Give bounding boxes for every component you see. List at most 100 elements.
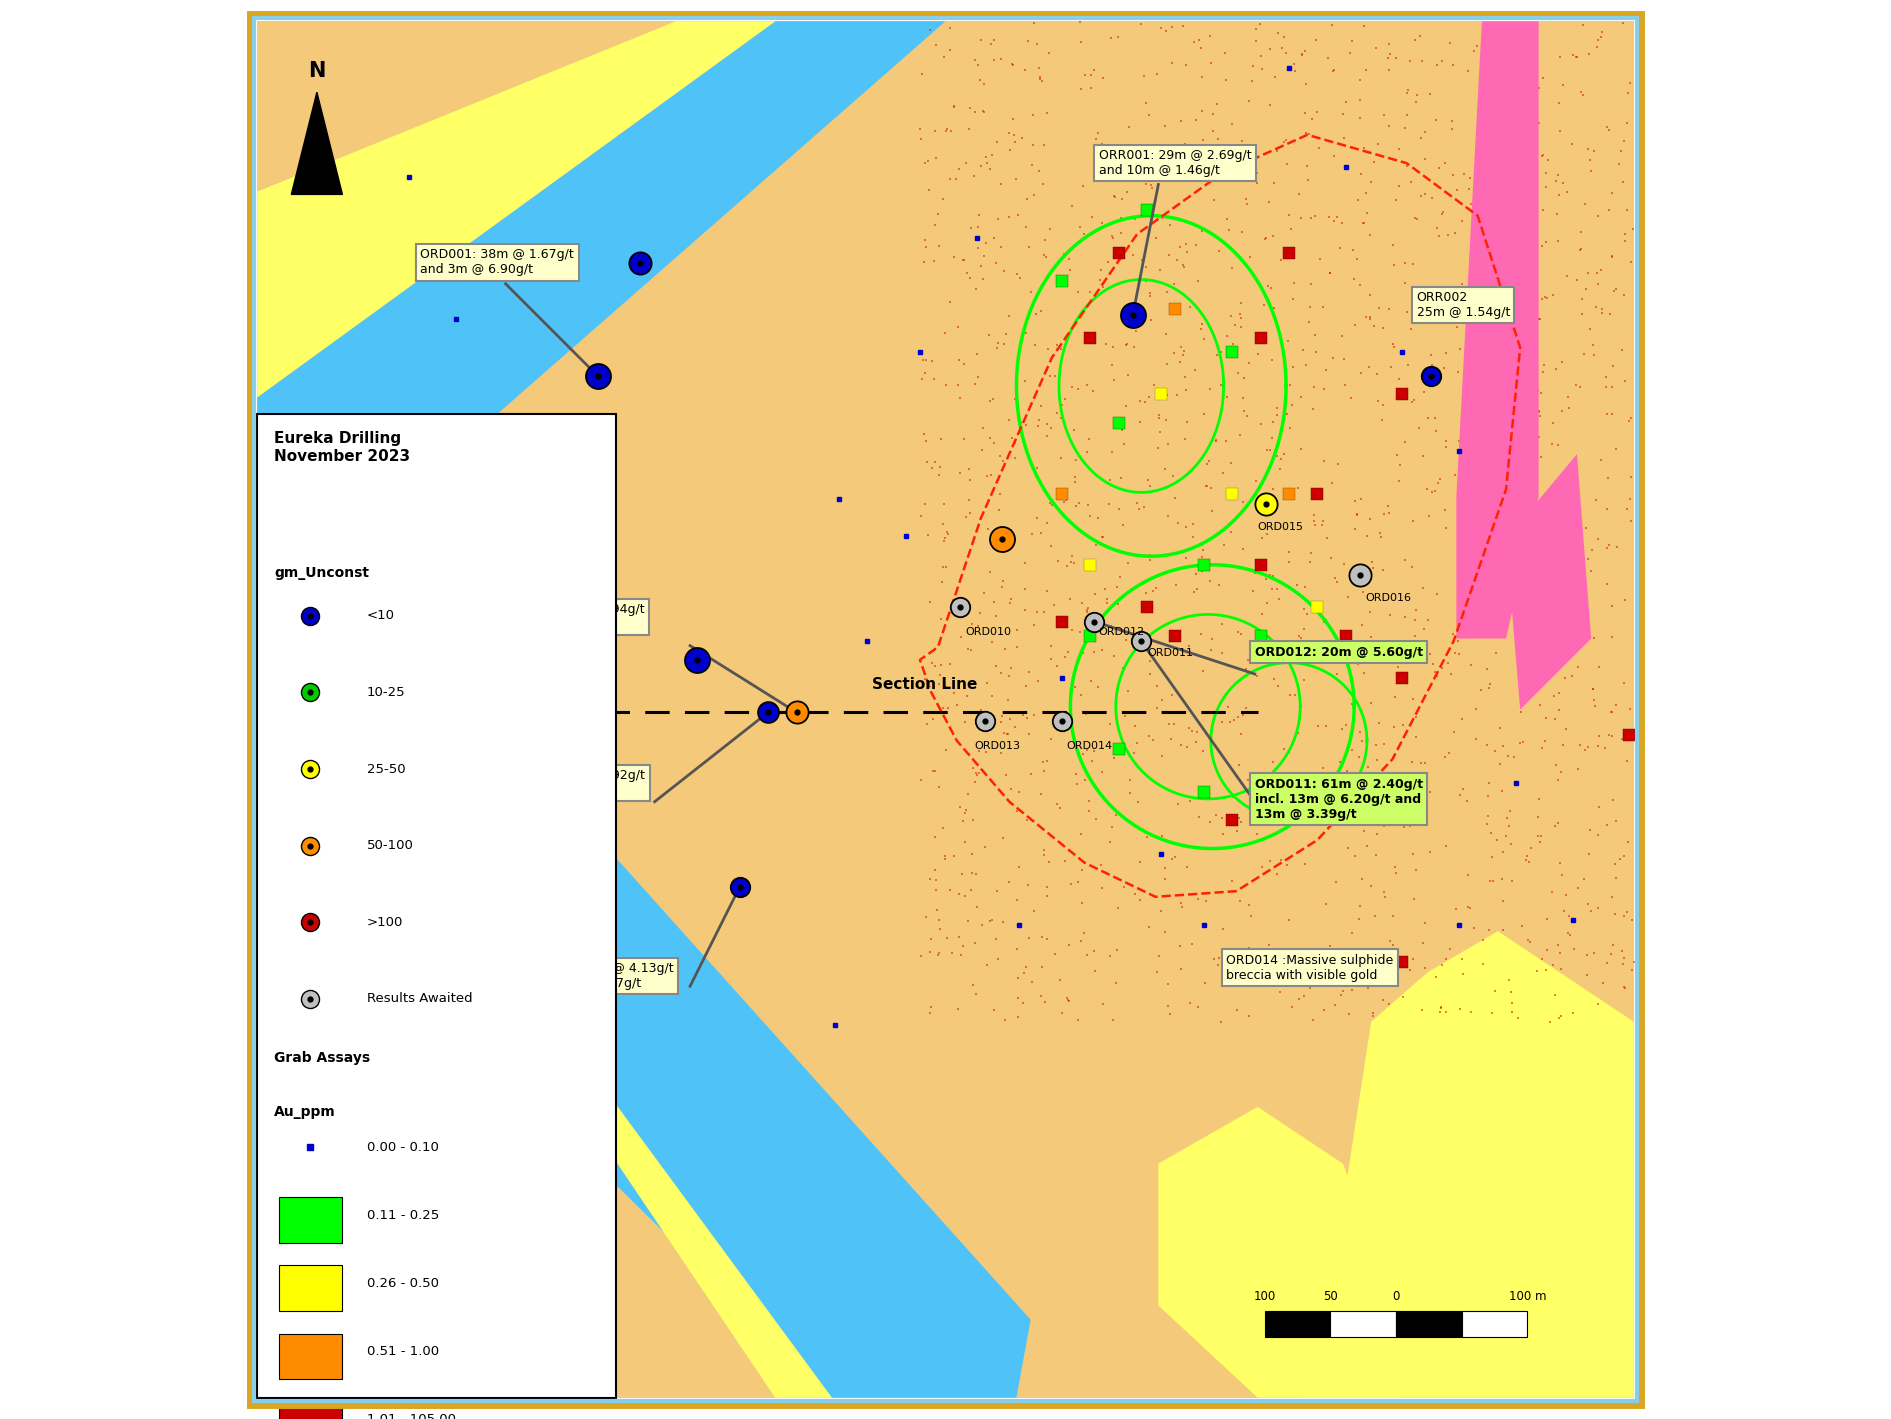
- Polygon shape: [257, 21, 1634, 1398]
- Point: [946, 626, 976, 648]
- Point: [1171, 233, 1201, 255]
- Point: [1002, 1006, 1032, 1029]
- Point: [1471, 53, 1501, 75]
- Point: [963, 365, 993, 387]
- Point: [1466, 678, 1496, 701]
- Point: [1261, 403, 1292, 426]
- Point: [1271, 358, 1301, 380]
- Point: [1019, 184, 1050, 207]
- Point: [913, 150, 944, 173]
- Point: [991, 722, 1021, 745]
- Point: [1350, 60, 1380, 82]
- Point: [1534, 149, 1564, 172]
- Point: [981, 880, 1012, 902]
- Point: [1223, 705, 1254, 728]
- Point: [961, 771, 991, 793]
- Point: [1180, 108, 1210, 131]
- Point: [961, 762, 991, 785]
- Point: [1299, 504, 1329, 526]
- Point: [1399, 389, 1430, 412]
- Point: [1225, 812, 1256, 834]
- Point: [1430, 499, 1460, 522]
- Point: [1197, 53, 1227, 75]
- Point: [1280, 684, 1310, 707]
- Point: [1594, 199, 1624, 221]
- Point: [1348, 211, 1379, 234]
- Point: [1568, 14, 1598, 37]
- Point: [1481, 488, 1511, 511]
- Point: [1072, 944, 1102, 966]
- Point: [1019, 13, 1050, 35]
- Point: [1547, 400, 1577, 423]
- Point: [1252, 592, 1282, 614]
- Point: [923, 776, 953, 799]
- Point: [1227, 129, 1258, 152]
- Point: [968, 74, 998, 96]
- Point: [1246, 45, 1276, 68]
- Point: [966, 700, 997, 722]
- Point: [1524, 308, 1554, 331]
- Point: [998, 54, 1029, 77]
- Point: [1399, 624, 1430, 647]
- Point: [1021, 302, 1051, 325]
- Point: [1119, 742, 1150, 765]
- Point: [1590, 366, 1621, 389]
- Point: [1087, 526, 1118, 549]
- Point: [1405, 752, 1435, 775]
- Point: [985, 661, 1015, 684]
- Point: [1320, 993, 1350, 1016]
- Text: 0: 0: [1392, 1290, 1399, 1303]
- Point: [921, 826, 951, 849]
- Point: [1526, 824, 1556, 847]
- Point: [910, 423, 940, 446]
- Point: [1587, 26, 1617, 48]
- Point: [915, 996, 946, 1019]
- Point: [1613, 82, 1643, 105]
- Point: [1507, 187, 1537, 210]
- Point: [1545, 851, 1575, 874]
- Point: [1505, 731, 1535, 753]
- Point: [985, 446, 1015, 468]
- Point: [1180, 359, 1210, 382]
- Point: [1543, 183, 1573, 206]
- Point: [1475, 673, 1505, 695]
- Point: [1235, 245, 1265, 268]
- Text: 0.51 - 1.00: 0.51 - 1.00: [367, 1345, 439, 1358]
- Point: [930, 526, 961, 549]
- Point: [998, 123, 1029, 146]
- Point: [1371, 942, 1401, 965]
- Point: [1587, 258, 1617, 281]
- Point: [1310, 715, 1341, 738]
- Point: [1386, 805, 1416, 827]
- Point: [1097, 614, 1127, 637]
- Point: [1477, 71, 1507, 94]
- Point: [1473, 677, 1503, 700]
- Point: [1010, 599, 1040, 622]
- Point: [925, 234, 955, 257]
- Point: [1522, 824, 1553, 847]
- Point: [1248, 294, 1278, 316]
- Point: [1568, 84, 1598, 106]
- Point: [1537, 412, 1568, 434]
- Point: [1258, 426, 1288, 448]
- Point: [1416, 343, 1447, 366]
- Point: [1044, 796, 1074, 819]
- Text: 0.11 - 0.25: 0.11 - 0.25: [367, 1209, 439, 1222]
- Point: [1507, 152, 1537, 175]
- Point: [1282, 780, 1312, 803]
- Point: [1609, 946, 1639, 969]
- Point: [1063, 871, 1093, 894]
- Point: [1399, 766, 1430, 789]
- Point: [1327, 751, 1358, 773]
- Point: [1014, 722, 1044, 745]
- Point: [1545, 698, 1575, 721]
- Point: [1617, 406, 1647, 429]
- Point: [972, 464, 1002, 487]
- Point: [1278, 288, 1309, 311]
- Point: [1570, 867, 1600, 890]
- Point: [1019, 900, 1050, 922]
- Point: [1275, 684, 1305, 707]
- Point: [987, 705, 1017, 728]
- Point: [1195, 377, 1225, 400]
- Point: [1089, 578, 1119, 600]
